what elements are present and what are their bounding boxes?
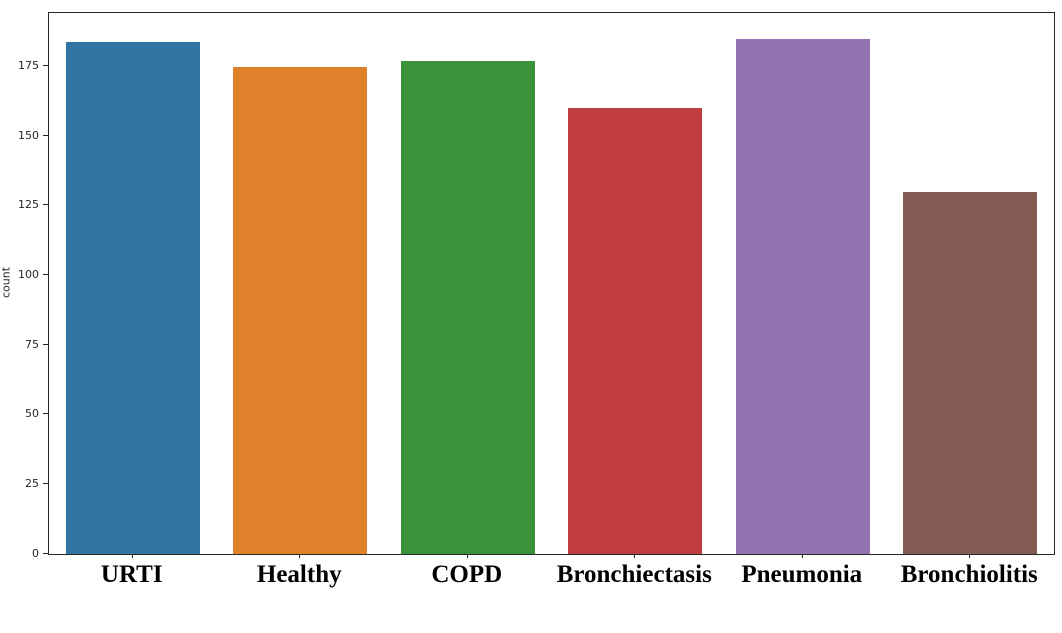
y-tick-mark — [43, 65, 48, 67]
x-tick-mark — [466, 554, 468, 558]
x-tick-label-bronchiolitis: Bronchiolitis — [900, 561, 1038, 588]
y-tick-mark — [43, 413, 48, 415]
y-tick-label: 100 — [18, 267, 39, 281]
x-tick-mark — [131, 554, 133, 558]
y-tick-label: 25 — [25, 476, 39, 490]
bar-bronchiectasis — [568, 108, 703, 554]
y-tick-label: 75 — [25, 337, 39, 351]
x-tick-label-copd: COPD — [431, 561, 503, 588]
y-tick-label: 150 — [18, 128, 39, 142]
y-tick-label: 125 — [18, 198, 39, 212]
y-tick-label: 175 — [18, 59, 39, 73]
bar-pneumonia — [735, 38, 870, 554]
x-tick-mark — [969, 554, 971, 558]
y-tick-mark — [43, 273, 48, 275]
y-tick-label: 0 — [32, 546, 39, 560]
x-tick-label-healthy: Healthy — [256, 561, 342, 588]
y-tick-mark — [43, 552, 48, 554]
y-axis-label: count — [0, 266, 13, 299]
x-tick-label-pneumonia: Pneumonia — [741, 561, 863, 588]
y-tick-mark — [43, 134, 48, 136]
y-tick-label: 50 — [25, 407, 39, 421]
bar-bronchiolitis — [903, 191, 1038, 554]
y-tick-mark — [43, 482, 48, 484]
y-tick-mark — [43, 343, 48, 345]
x-tick-mark — [634, 554, 636, 558]
bar-healthy — [233, 66, 368, 554]
y-tick-mark — [43, 204, 48, 206]
bar-urti — [65, 41, 200, 554]
x-tick-mark — [801, 554, 803, 558]
x-tick-label-urti: URTI — [100, 561, 163, 588]
x-tick-mark — [299, 554, 301, 558]
bar-copd — [400, 61, 535, 554]
plot-area — [48, 12, 1055, 555]
x-tick-label-bronchiectasis: Bronchiectasis — [556, 561, 712, 588]
